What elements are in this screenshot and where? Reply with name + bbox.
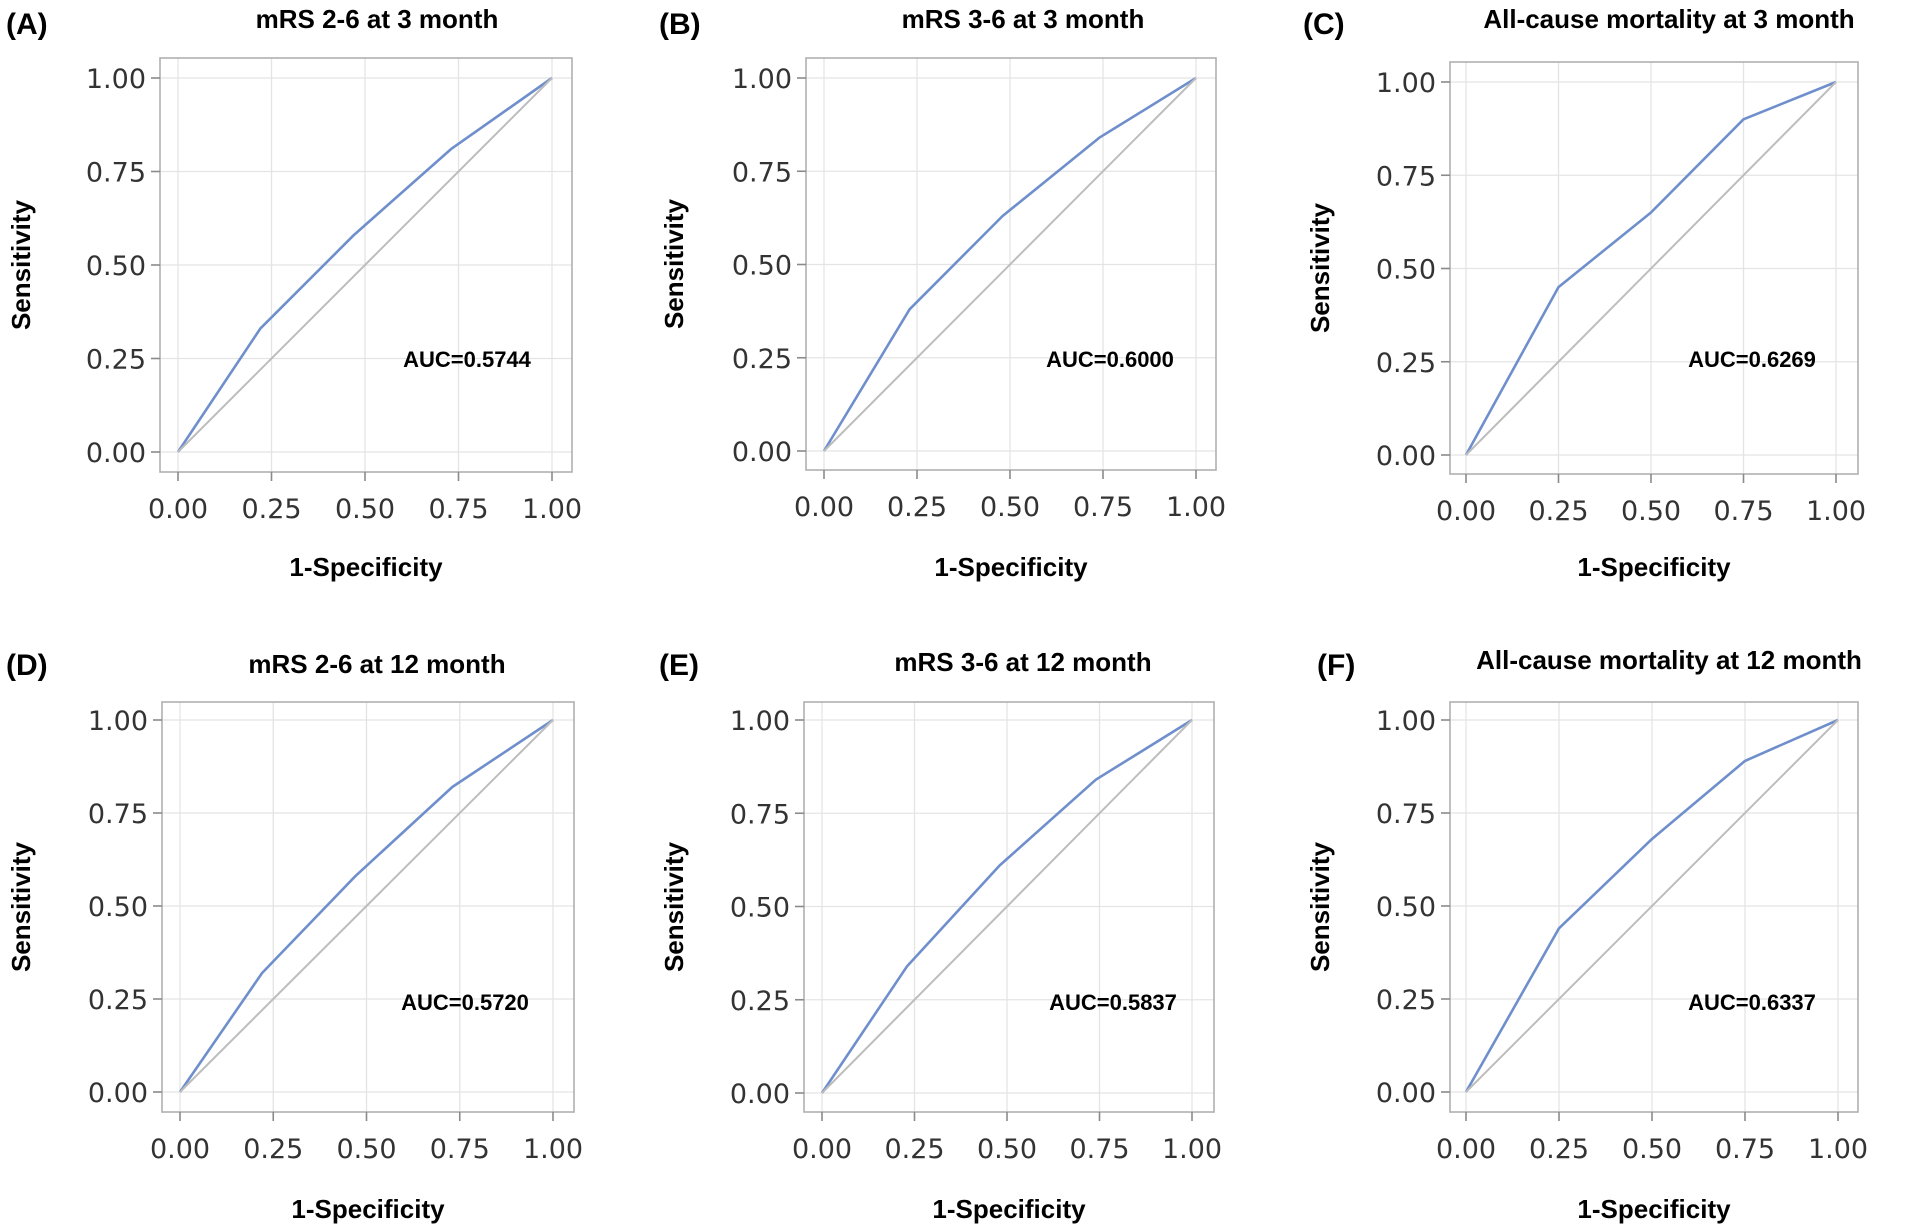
x-tick-label: 0.50 <box>980 492 1040 523</box>
panel-title: mRS 2-6 at 3 month <box>256 4 499 34</box>
plot-frame <box>1450 702 1858 1112</box>
auc-annotation: AUC=0.5720 <box>401 990 529 1015</box>
y-axis-label: Sensitivity <box>659 841 689 972</box>
y-tick-label: 1.00 <box>1376 68 1436 99</box>
roc-panel-3: (C) All-cause mortality at 3 month 0.00 0.2… <box>1303 4 1866 582</box>
y-tick-label: 0.00 <box>86 438 146 469</box>
auc-annotation: AUC=0.6269 <box>1688 347 1816 372</box>
y-tick-label: 1.00 <box>730 706 790 737</box>
y-tick-label: 0.25 <box>1376 985 1436 1016</box>
x-axis-label: 1-Specificity <box>1577 1194 1731 1224</box>
plot-frame <box>162 702 574 1112</box>
y-axis-label: Sensitivity <box>1305 841 1335 972</box>
x-tick-label: 0.25 <box>887 492 947 523</box>
x-axis-label: 1-Specificity <box>291 1194 445 1224</box>
x-tick-label: 0.75 <box>428 494 488 525</box>
roc-panel-4: (D) mRS 2-6 at 12 month 0.00 0.25 0.50 0.75 1.… <box>6 649 583 1224</box>
x-tick-label: 0.25 <box>241 494 301 525</box>
y-tick-label: 0.25 <box>1376 348 1436 379</box>
y-tick-label: 0.75 <box>732 157 792 188</box>
roc-panel-2: (B) mRS 3-6 at 3 month 0.00 0.25 0.50 0.75 1.0… <box>659 4 1226 582</box>
x-tick-label: 0.00 <box>794 492 854 523</box>
x-tick-label: 0.75 <box>430 1134 490 1165</box>
x-tick-label: 0.75 <box>1715 1134 1775 1165</box>
y-tick-label: 1.00 <box>86 64 146 95</box>
panel-title: mRS 3-6 at 3 month <box>902 4 1145 34</box>
y-tick-label: 1.00 <box>732 64 792 95</box>
y-axis-label: Sensitivity <box>6 841 36 972</box>
y-tick-label: 0.50 <box>730 893 790 924</box>
panel-letter: (F) <box>1317 649 1355 682</box>
y-tick-label: 0.50 <box>86 251 146 282</box>
panel-letter: (C) <box>1303 8 1345 41</box>
y-tick-label: 0.25 <box>732 344 792 375</box>
y-axis-label: Sensitivity <box>659 198 689 329</box>
y-tick-label: 0.75 <box>86 158 146 189</box>
x-tick-label: 0.00 <box>150 1134 210 1165</box>
y-tick-label: 0.25 <box>88 985 148 1016</box>
roc-figure: (A) mRS 2-6 at 3 month 0.00 0.25 0.50 0.75 1.0… <box>0 0 1908 1228</box>
x-tick-label: 0.25 <box>1529 1134 1589 1165</box>
x-tick-label: 1.00 <box>1806 496 1866 527</box>
x-tick-label: 0.00 <box>1436 496 1496 527</box>
y-axis-label: Sensitivity <box>1305 202 1335 333</box>
y-axis-label: Sensitivity <box>6 199 36 330</box>
panel-letter: (D) <box>6 649 48 682</box>
roc-panel-1: (A) mRS 2-6 at 3 month 0.00 0.25 0.50 0.75 1.0… <box>6 4 582 582</box>
x-tick-label: 1.00 <box>522 494 582 525</box>
x-tick-label: 0.25 <box>243 1134 303 1165</box>
x-tick-label: 0.00 <box>792 1134 852 1165</box>
y-tick-label: 0.75 <box>88 799 148 830</box>
x-tick-label: 1.00 <box>523 1134 583 1165</box>
y-tick-label: 0.50 <box>88 892 148 923</box>
x-axis-label: 1-Specificity <box>934 552 1088 582</box>
y-tick-label: 0.75 <box>730 799 790 830</box>
x-tick-label: 0.50 <box>336 1134 396 1165</box>
y-tick-label: 0.50 <box>1376 255 1436 286</box>
panel-letter: (B) <box>659 8 701 41</box>
panel-title: mRS 2-6 at 12 month <box>248 649 505 679</box>
x-tick-label: 0.75 <box>1073 492 1133 523</box>
y-tick-label: 0.75 <box>1376 799 1436 830</box>
y-tick-label: 0.00 <box>732 437 792 468</box>
x-tick-label: 0.00 <box>148 494 208 525</box>
x-tick-label: 1.00 <box>1166 492 1226 523</box>
panel-letter: (A) <box>6 8 48 41</box>
x-tick-label: 0.50 <box>977 1134 1037 1165</box>
y-tick-label: 0.00 <box>1376 441 1436 472</box>
x-tick-label: 1.00 <box>1162 1134 1222 1165</box>
y-tick-label: 0.00 <box>88 1078 148 1109</box>
panel-title: All-cause mortality at 3 month <box>1483 4 1854 34</box>
x-tick-label: 0.25 <box>884 1134 944 1165</box>
y-tick-label: 0.75 <box>1376 161 1436 192</box>
y-tick-label: 0.00 <box>730 1079 790 1110</box>
y-tick-label: 0.00 <box>1376 1078 1436 1109</box>
x-tick-label: 0.25 <box>1528 496 1588 527</box>
y-tick-label: 0.50 <box>732 251 792 282</box>
x-tick-label: 0.75 <box>1713 496 1773 527</box>
x-tick-label: 0.00 <box>1436 1134 1496 1165</box>
y-tick-label: 1.00 <box>1376 706 1436 737</box>
y-tick-label: 0.25 <box>730 986 790 1017</box>
x-tick-label: 0.75 <box>1069 1134 1129 1165</box>
panel-title: mRS 3-6 at 12 month <box>894 647 1151 677</box>
panel-letter: (E) <box>659 649 699 682</box>
y-tick-label: 1.00 <box>88 706 148 737</box>
auc-annotation: AUC=0.6337 <box>1688 990 1816 1015</box>
auc-annotation: AUC=0.6000 <box>1046 347 1174 372</box>
roc-panel-5: (E) mRS 3-6 at 12 month 0.00 0.25 0.50 0.75 1.… <box>659 647 1222 1224</box>
y-tick-label: 0.25 <box>86 345 146 376</box>
auc-annotation: AUC=0.5837 <box>1049 990 1177 1015</box>
panel-title: All-cause mortality at 12 month <box>1476 645 1862 675</box>
x-axis-label: 1-Specificity <box>932 1194 1086 1224</box>
y-tick-label: 0.50 <box>1376 892 1436 923</box>
auc-annotation: AUC=0.5744 <box>403 347 532 372</box>
x-axis-label: 1-Specificity <box>1577 552 1731 582</box>
x-tick-label: 1.00 <box>1808 1134 1868 1165</box>
x-tick-label: 0.50 <box>1622 1134 1682 1165</box>
x-tick-label: 0.50 <box>1621 496 1681 527</box>
x-tick-label: 0.50 <box>335 494 395 525</box>
x-axis-label: 1-Specificity <box>289 552 443 582</box>
